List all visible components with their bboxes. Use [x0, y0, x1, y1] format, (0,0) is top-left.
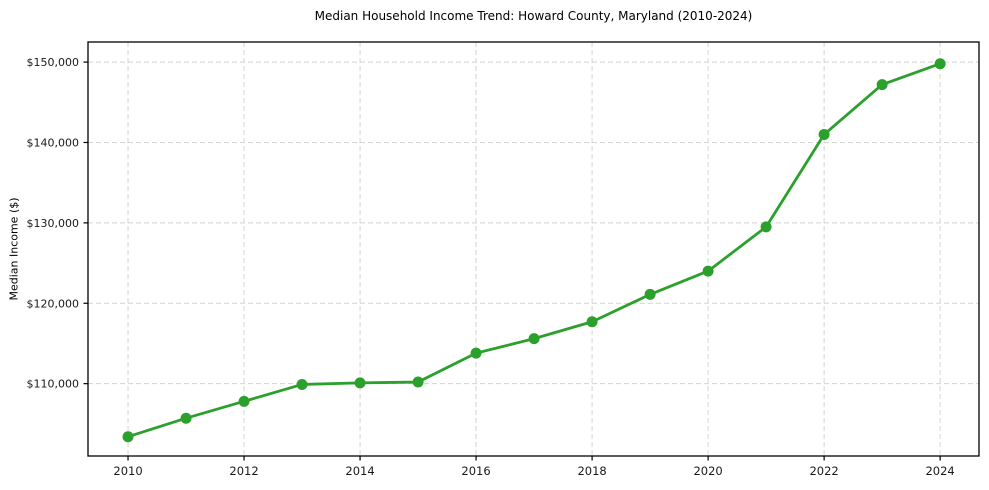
y-tick-label-140000: $140,000 — [27, 136, 80, 149]
data-point-2018 — [586, 316, 598, 328]
y-tick-label-130000: $130,000 — [27, 217, 80, 230]
data-point-2017 — [528, 333, 540, 345]
plot-background — [88, 42, 979, 456]
data-point-2010 — [122, 431, 134, 443]
x-tick-label-2010: 2010 — [113, 464, 142, 478]
data-point-2015 — [412, 376, 424, 388]
x-tick-label-2020: 2020 — [693, 464, 722, 478]
y-axis-label: Median Income ($) — [7, 197, 21, 301]
data-point-2011 — [180, 412, 192, 424]
data-point-2023 — [876, 79, 888, 91]
data-point-2012 — [238, 395, 250, 407]
y-tick-label-150000: $150,000 — [27, 56, 80, 69]
y-tick-label-110000: $110,000 — [27, 378, 80, 391]
data-point-2013 — [296, 378, 308, 390]
x-tick-label-2018: 2018 — [577, 464, 606, 478]
data-point-2019 — [644, 288, 656, 300]
data-point-2016 — [470, 347, 482, 359]
data-point-2024 — [934, 58, 946, 70]
data-point-2022 — [818, 128, 830, 140]
data-point-2020 — [702, 265, 714, 277]
x-tick-label-2024: 2024 — [925, 464, 954, 478]
data-point-2021 — [760, 221, 772, 233]
x-tick-label-2022: 2022 — [809, 464, 838, 478]
plot-border — [87, 41, 980, 457]
chart-title: Median Household Income Trend: Howard Co… — [314, 9, 753, 23]
x-tick-label-2012: 2012 — [229, 464, 258, 478]
y-tick-label-120000: $120,000 — [27, 297, 80, 310]
x-tick-label-2016: 2016 — [461, 464, 490, 478]
data-point-2014 — [354, 377, 366, 389]
x-tick-label-2014: 2014 — [345, 464, 374, 478]
